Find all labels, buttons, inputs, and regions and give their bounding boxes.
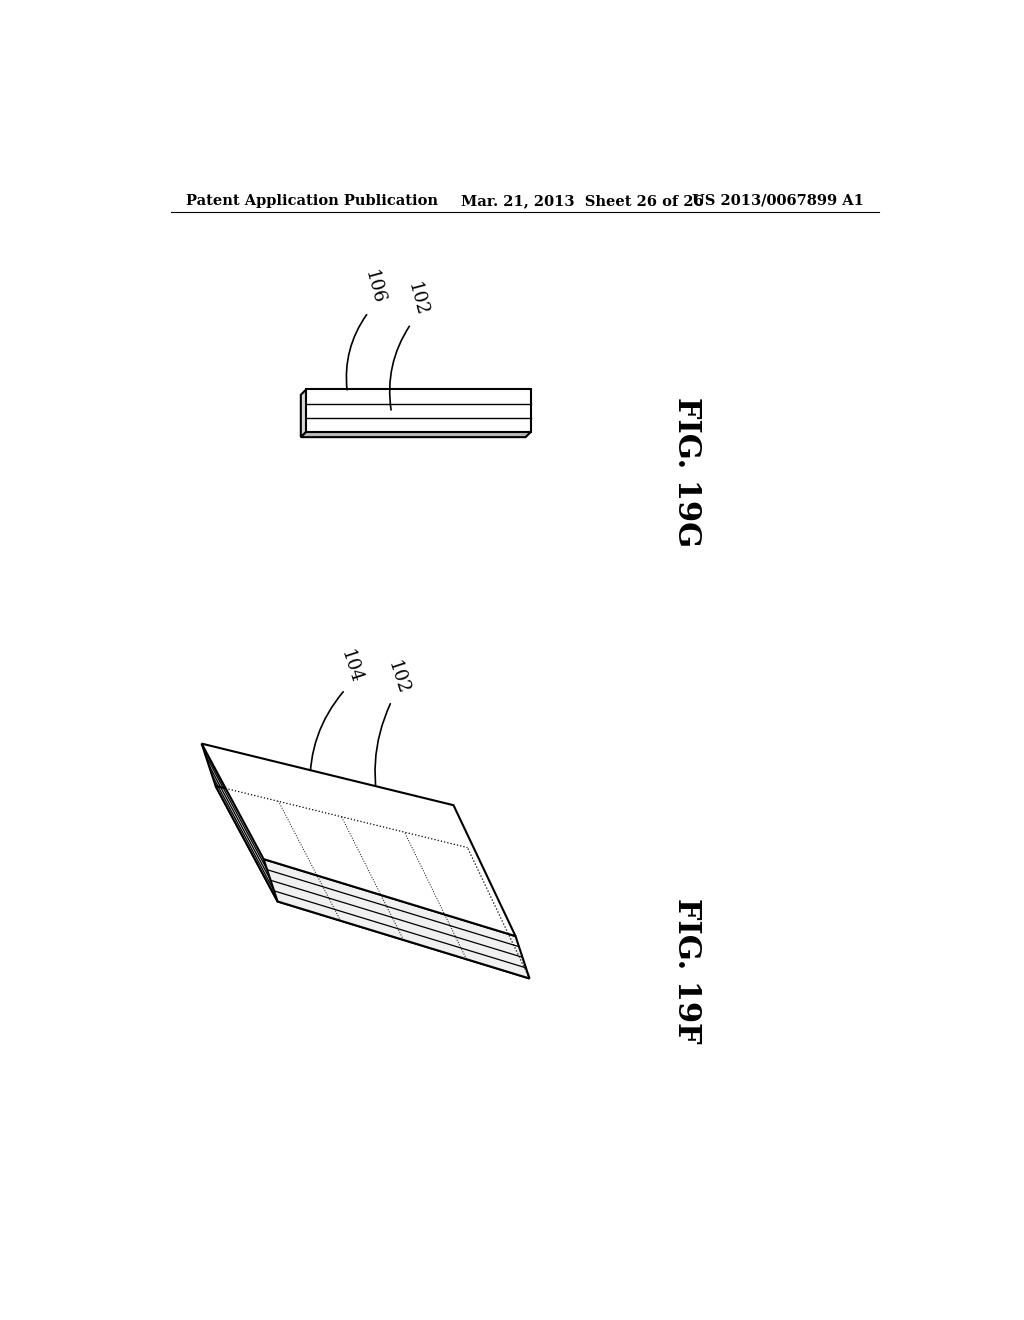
Polygon shape [202, 743, 278, 902]
Polygon shape [216, 785, 529, 978]
Text: FIG. 19F: FIG. 19F [671, 898, 701, 1043]
Text: 102: 102 [384, 659, 412, 697]
Text: 104: 104 [337, 648, 366, 686]
Polygon shape [306, 389, 531, 432]
Polygon shape [301, 389, 306, 437]
Text: Mar. 21, 2013  Sheet 26 of 26: Mar. 21, 2013 Sheet 26 of 26 [461, 194, 705, 207]
Text: Patent Application Publication: Patent Application Publication [186, 194, 438, 207]
Text: 102: 102 [403, 280, 430, 318]
Text: US 2013/0067899 A1: US 2013/0067899 A1 [692, 194, 864, 207]
Text: 106: 106 [361, 268, 388, 306]
Text: FIG. 19G: FIG. 19G [671, 397, 701, 548]
Polygon shape [301, 432, 531, 437]
Polygon shape [263, 859, 529, 978]
Polygon shape [202, 743, 515, 936]
